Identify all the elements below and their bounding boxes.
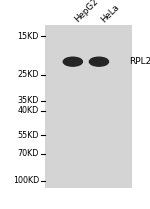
Text: 15KD: 15KD [18, 32, 39, 41]
Text: 35KD: 35KD [18, 96, 39, 105]
Text: 25KD: 25KD [17, 70, 39, 79]
Text: 70KD: 70KD [18, 149, 39, 158]
Text: 40KD: 40KD [18, 106, 39, 115]
Text: 100KD: 100KD [13, 176, 39, 185]
Ellipse shape [63, 57, 82, 66]
Ellipse shape [89, 57, 108, 66]
Text: HepG2: HepG2 [73, 0, 100, 24]
Text: RPL23A: RPL23A [129, 57, 150, 66]
Text: 55KD: 55KD [17, 131, 39, 140]
Text: HeLa: HeLa [99, 2, 121, 24]
